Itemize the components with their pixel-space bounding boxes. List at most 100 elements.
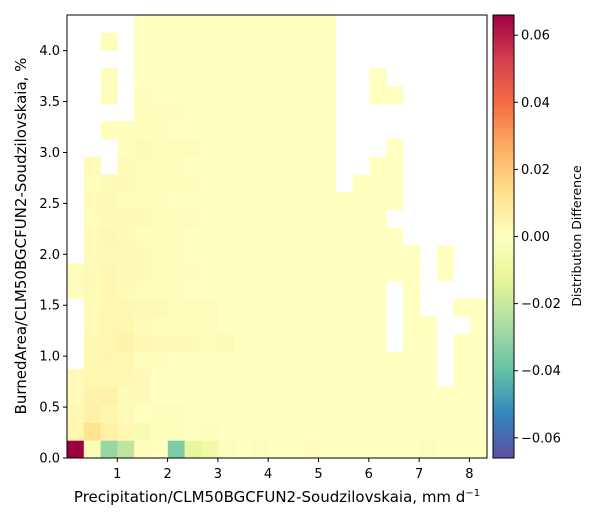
heatmap-cell [117, 156, 135, 175]
heatmap-cell [268, 387, 286, 406]
heatmap-cell [470, 333, 488, 353]
heatmap-cell [436, 404, 454, 423]
heatmap-cell [352, 369, 370, 388]
heatmap-cell [403, 280, 421, 299]
heatmap-cell [335, 387, 353, 406]
heatmap-cell [285, 422, 303, 441]
heatmap-cell [117, 121, 135, 140]
heatmap-cell [352, 192, 370, 211]
heatmap-cell [285, 15, 303, 34]
heatmap-cell [302, 68, 320, 87]
heatmap-cell [201, 440, 219, 459]
heatmap-cell [352, 404, 370, 423]
heatmap-cell [218, 156, 236, 175]
heatmap-cell [335, 316, 353, 335]
heatmap-cell [285, 280, 303, 299]
heatmap-cell [83, 280, 101, 299]
heatmap-cell [403, 245, 421, 264]
heatmap-cell [134, 209, 152, 229]
heatmap-cell [352, 227, 370, 246]
heatmap-cell [117, 280, 135, 299]
heatmap-cell [302, 227, 320, 246]
heatmap-cell [268, 15, 286, 34]
heatmap-cell [369, 227, 387, 246]
heatmap-cell [151, 316, 169, 335]
heatmap-cell [369, 192, 387, 211]
heatmap-cell [419, 333, 437, 353]
heatmap-cell [134, 85, 152, 104]
heatmap-cell [235, 85, 253, 104]
heatmap-cell [302, 245, 320, 264]
heatmap-cell [352, 209, 370, 229]
heatmap-cell [285, 369, 303, 388]
heatmap-cell [83, 174, 101, 193]
heatmap-cell [134, 298, 152, 317]
heatmap-cell [184, 50, 202, 69]
heatmap-cell [335, 263, 353, 282]
heatmap-cell [67, 422, 85, 441]
heatmap-cell [184, 369, 202, 388]
heatmap-cell [268, 227, 286, 246]
heatmap-cell [268, 404, 286, 423]
heatmap-cell [335, 298, 353, 317]
heatmap-cell [134, 68, 152, 87]
heatmap-cell [268, 263, 286, 282]
heatmap-cell [251, 85, 269, 104]
x-tick-label: 4 [264, 467, 272, 482]
y-tick-label: 3.0 [39, 146, 60, 161]
heatmap-cell [285, 192, 303, 211]
heatmap-cell [218, 103, 236, 122]
heatmap-cell [335, 209, 353, 229]
heatmap-cell [319, 50, 337, 69]
heatmap-cell [83, 245, 101, 264]
heatmap-cell [268, 440, 286, 459]
heatmap-cell [167, 15, 185, 34]
heatmap-cell [235, 422, 253, 441]
heatmap-cell [167, 298, 185, 317]
heatmap-cell [184, 156, 202, 175]
heatmap-cell [319, 227, 337, 246]
y-axis: 0.0 0.5 1.0 1.5 2.0 2.5 3.0 3.5 4.0 [39, 44, 67, 467]
heatmap-cell [184, 192, 202, 211]
heatmap-cell [83, 209, 101, 229]
heatmap-cell [319, 280, 337, 299]
heatmap-cell [83, 422, 101, 441]
heatmap-cell [100, 387, 118, 406]
heatmap-cell [235, 298, 253, 317]
heatmap-cell [100, 298, 118, 317]
heatmap-cell [134, 227, 152, 246]
heatmap-cell [218, 404, 236, 423]
colorbar-tick-label: 0.00 [521, 230, 550, 245]
colorbar-ticks: 0.06 0.04 0.02 0.00 −0.02 −0.04 −0.06 [514, 29, 561, 446]
heatmap-cell [184, 245, 202, 264]
heatmap-cell [419, 440, 437, 459]
heatmap-cell [285, 440, 303, 459]
heatmap-cell [319, 263, 337, 282]
heatmap-cell [167, 192, 185, 211]
heatmap-cell [235, 263, 253, 282]
heatmap-cell [167, 103, 185, 122]
heatmap-cell [403, 440, 421, 459]
heatmap-cell [167, 404, 185, 423]
heatmap-cell [117, 245, 135, 264]
heatmap-cell [251, 192, 269, 211]
heatmap-cell [184, 440, 202, 459]
heatmap-cell [302, 316, 320, 335]
heatmap-cell [201, 139, 219, 158]
heatmap-cell [67, 404, 85, 423]
heatmap-cell [453, 351, 471, 370]
heatmap-cell [419, 369, 437, 388]
heatmap-cell [167, 387, 185, 406]
heatmap-cell [83, 369, 101, 388]
heatmap-cell [302, 422, 320, 441]
heatmap-cell [386, 227, 404, 246]
heatmap-cell [386, 139, 404, 158]
heatmap-cell [268, 280, 286, 299]
heatmap-cell [251, 440, 269, 459]
heatmap-cell [134, 192, 152, 211]
heatmap-cell [184, 422, 202, 441]
heatmap-cell [201, 387, 219, 406]
heatmap-cell [319, 192, 337, 211]
heatmap-cell [319, 369, 337, 388]
heatmap-cell [218, 68, 236, 87]
